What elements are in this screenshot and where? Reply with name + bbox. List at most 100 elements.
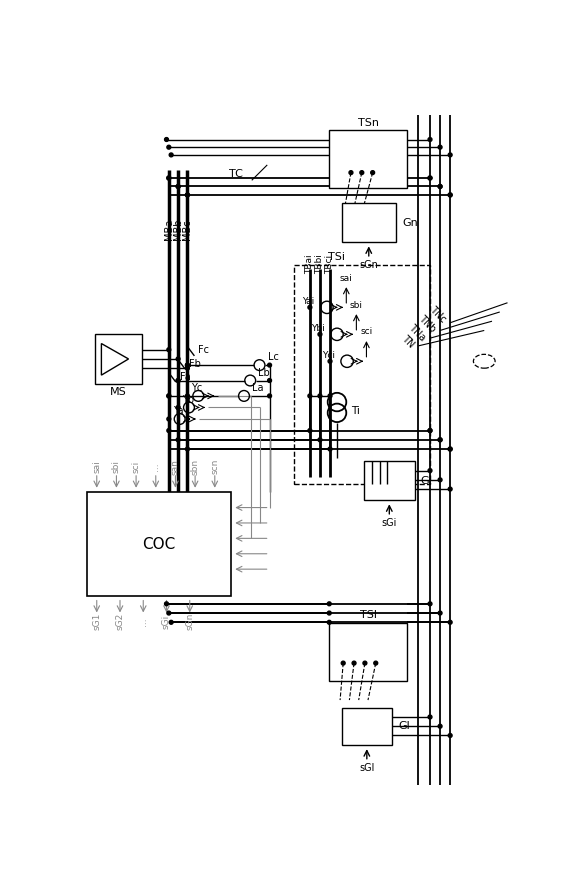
Text: ...: ... [151, 463, 161, 472]
Circle shape [185, 366, 189, 370]
Circle shape [428, 138, 432, 141]
Text: sbn: sbn [191, 459, 199, 475]
Text: La: La [252, 383, 263, 393]
Circle shape [185, 193, 189, 196]
Text: TBci: TBci [326, 255, 335, 274]
Text: sci: sci [360, 328, 373, 337]
Circle shape [328, 621, 331, 624]
Circle shape [448, 488, 452, 491]
Text: sGl: sGl [359, 763, 375, 772]
Text: TNb: TNb [417, 313, 437, 334]
Text: TSl: TSl [359, 610, 376, 621]
Circle shape [352, 661, 356, 665]
Circle shape [328, 447, 332, 451]
Text: TBai: TBai [305, 255, 315, 274]
Circle shape [308, 429, 312, 432]
Circle shape [328, 394, 332, 398]
Circle shape [328, 611, 331, 615]
Text: Gn: Gn [402, 218, 418, 228]
Circle shape [185, 394, 189, 398]
Circle shape [428, 176, 432, 179]
Circle shape [165, 138, 168, 141]
Circle shape [374, 661, 377, 665]
Circle shape [176, 405, 180, 409]
Text: ...: ... [139, 617, 148, 626]
Bar [329, 130, 407, 188]
Circle shape [438, 724, 442, 728]
Text: Yb: Yb [182, 395, 194, 405]
Circle shape [167, 417, 171, 421]
Circle shape [318, 438, 322, 442]
Text: Gi: Gi [420, 476, 432, 486]
Text: Yci: Yci [322, 351, 335, 360]
Circle shape [167, 347, 171, 352]
Circle shape [167, 429, 171, 432]
Text: sai: sai [92, 461, 101, 473]
Text: sbi: sbi [350, 301, 363, 310]
Circle shape [268, 394, 272, 398]
Circle shape [308, 394, 312, 398]
Bar [342, 708, 392, 745]
Text: sai: sai [340, 273, 353, 282]
Text: Lb: Lb [258, 368, 270, 378]
Circle shape [428, 469, 432, 472]
Bar [95, 334, 142, 384]
Text: Yc: Yc [191, 383, 202, 393]
Circle shape [438, 438, 442, 442]
Text: sG1: sG1 [92, 613, 101, 630]
Bar [329, 623, 407, 680]
Bar [295, 265, 430, 485]
Circle shape [448, 153, 452, 157]
Circle shape [349, 171, 353, 174]
Text: Fc: Fc [198, 346, 209, 355]
Text: TSi: TSi [329, 253, 346, 263]
Text: sGi: sGi [382, 518, 397, 528]
Text: Fb: Fb [189, 359, 201, 369]
Circle shape [370, 171, 375, 174]
Text: MBa: MBa [164, 219, 174, 239]
Bar [88, 492, 231, 597]
Circle shape [308, 305, 312, 309]
Circle shape [438, 611, 442, 615]
Circle shape [185, 447, 189, 451]
Circle shape [448, 733, 452, 738]
Text: Yai: Yai [302, 296, 315, 305]
Circle shape [438, 185, 442, 188]
Text: MS: MS [110, 387, 127, 397]
Circle shape [328, 359, 332, 363]
Circle shape [428, 429, 432, 432]
Circle shape [448, 447, 452, 451]
Circle shape [176, 185, 180, 188]
Circle shape [438, 185, 442, 188]
Circle shape [165, 602, 168, 605]
Text: sGn: sGn [185, 613, 194, 630]
Text: TN: TN [400, 334, 416, 350]
Circle shape [268, 379, 272, 382]
Circle shape [428, 602, 432, 605]
Circle shape [448, 621, 452, 624]
Circle shape [167, 176, 171, 179]
Text: sGi: sGi [162, 614, 171, 629]
Text: TBbi: TBbi [315, 255, 325, 274]
Circle shape [428, 429, 432, 432]
Circle shape [341, 661, 345, 665]
Circle shape [428, 176, 432, 179]
Text: TNc: TNc [427, 305, 448, 324]
Circle shape [167, 611, 171, 615]
Circle shape [185, 193, 189, 196]
Circle shape [448, 447, 452, 451]
Text: MBb: MBb [173, 218, 183, 239]
Circle shape [438, 146, 442, 149]
Text: san: san [171, 459, 180, 475]
Circle shape [169, 153, 173, 157]
Circle shape [176, 185, 180, 188]
Circle shape [438, 438, 442, 442]
Text: sci: sci [132, 461, 141, 473]
Circle shape [328, 602, 331, 605]
Text: COC: COC [142, 537, 176, 552]
Circle shape [167, 176, 171, 179]
Text: sGn: sGn [359, 260, 378, 270]
Circle shape [167, 146, 171, 149]
Circle shape [318, 394, 322, 398]
Bar [342, 204, 396, 242]
